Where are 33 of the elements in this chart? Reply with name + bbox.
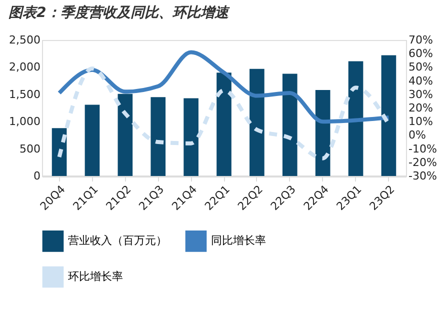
bar [84, 104, 100, 176]
legend-label: 营业收入（百万元） [68, 234, 167, 248]
bar [315, 90, 330, 176]
y-tick-label: 2,500 [9, 34, 40, 46]
legend-label: 同比增长率 [211, 234, 266, 248]
legend-label: 环比增长率 [68, 270, 123, 283]
y2-tick-label: 10% [408, 115, 433, 128]
y2-tick-label: -20% [408, 156, 437, 169]
y2-tick-label: 20% [408, 102, 433, 114]
y2-tick-label: 0% [408, 128, 426, 142]
chart-title: 图表2：季度营收及同比、环比增速 [8, 4, 230, 21]
y2-tick-label: 30% [408, 88, 433, 101]
line-series [57, 50, 391, 124]
y-tick-label: 2,000 [9, 60, 40, 74]
bar [150, 97, 166, 176]
bar [381, 55, 396, 176]
y2-tick-label: 60% [408, 47, 433, 60]
y2-tick-label: 40% [408, 74, 433, 88]
bar [348, 61, 364, 176]
y-tick-label: 1,000 [9, 115, 40, 128]
bar [216, 72, 232, 176]
line-series [57, 66, 391, 160]
y-tick-label: 500 [20, 142, 40, 156]
y2-tick-label: -10% [408, 142, 437, 156]
bar [118, 94, 133, 176]
y2-tick-label: 50% [408, 60, 433, 74]
y-tick-label: 1,500 [9, 88, 40, 101]
bar [282, 74, 298, 176]
y2-tick-label: -30% [408, 170, 437, 182]
y2-tick-label: 70% [408, 34, 433, 46]
y-tick-label: 0 [34, 170, 40, 182]
bar [184, 98, 198, 176]
bar [250, 68, 264, 176]
